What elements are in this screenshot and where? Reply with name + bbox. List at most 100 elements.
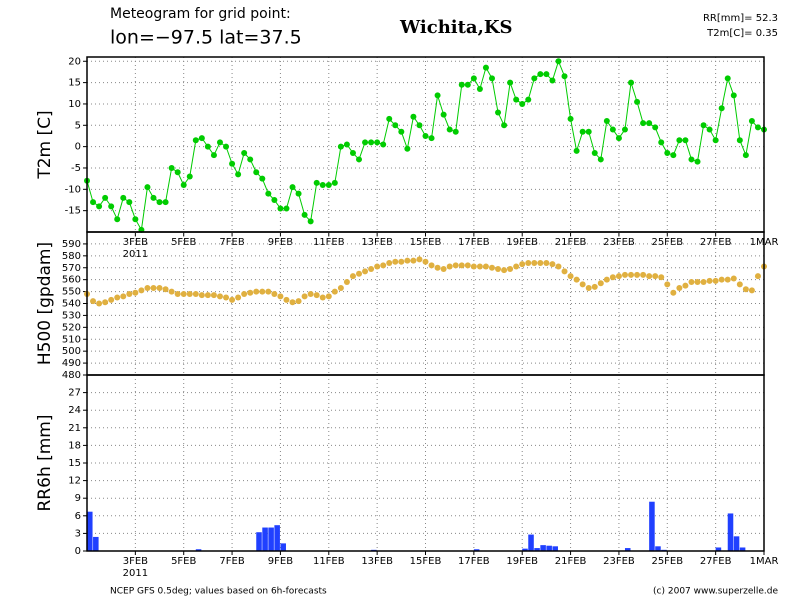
y-tick-label: 490 — [62, 358, 81, 369]
data-point — [476, 263, 483, 270]
y-tick-label: -10 — [65, 184, 81, 195]
x-tick-label: 13FEB — [361, 556, 393, 567]
data-point — [688, 156, 695, 163]
data-point — [108, 296, 115, 303]
bar — [195, 549, 202, 551]
data-point — [531, 259, 538, 266]
data-point — [628, 271, 635, 278]
data-point — [452, 262, 459, 269]
data-point — [331, 179, 338, 186]
x-tick-label: 11FEB — [313, 556, 345, 567]
data-point — [652, 273, 659, 280]
x-tick-label: 3FEB — [123, 237, 148, 248]
data-point — [567, 115, 574, 122]
x-tick-label: 23FEB — [603, 556, 635, 567]
data-point — [519, 100, 526, 107]
data-point — [283, 205, 290, 212]
bar — [649, 501, 655, 551]
data-point — [482, 263, 489, 270]
bar — [256, 532, 262, 551]
data-point — [507, 265, 514, 272]
x-tick-label: 13FEB — [361, 237, 393, 248]
data-point — [646, 120, 653, 127]
data-point — [259, 288, 266, 295]
data-point — [603, 118, 610, 125]
data-point — [138, 287, 145, 294]
data-point — [156, 199, 163, 206]
data-point — [186, 173, 193, 180]
data-point — [235, 171, 242, 178]
data-point — [573, 276, 580, 283]
y-tick-label: 570 — [62, 263, 81, 274]
bar — [655, 546, 661, 551]
data-point — [150, 194, 157, 201]
data-point — [555, 263, 562, 270]
data-point — [241, 290, 248, 297]
data-point — [742, 152, 749, 159]
x-tick-label: 19FEB — [506, 237, 538, 248]
y-tick-label: 480 — [62, 370, 81, 381]
bar — [274, 525, 280, 551]
data-point — [730, 92, 737, 99]
data-point — [579, 281, 586, 288]
y-tick-label: 21 — [68, 423, 81, 434]
data-point — [464, 262, 471, 269]
data-point — [458, 262, 465, 269]
data-point — [712, 137, 719, 144]
title-line1: Meteogram for grid point: — [110, 6, 291, 22]
data-point — [724, 75, 731, 82]
data-point — [168, 288, 175, 295]
data-point — [628, 79, 635, 86]
x-tick-label: 27FEB — [700, 556, 732, 567]
data-point — [156, 285, 163, 292]
data-point — [380, 262, 387, 269]
bar — [715, 547, 722, 551]
data-point — [241, 150, 248, 157]
footer-copyright: (c) 2007 www.superzelle.de — [653, 587, 778, 597]
data-point — [615, 135, 622, 142]
data-point — [549, 261, 556, 268]
panel-frame — [86, 374, 765, 552]
data-point — [428, 135, 435, 142]
x-tick-label: 17FEB — [458, 237, 490, 248]
data-point — [283, 296, 290, 303]
data-point — [470, 263, 477, 270]
data-point — [132, 216, 139, 223]
x-tick-label: 25FEB — [651, 237, 683, 248]
x-tick-label: 15FEB — [410, 237, 442, 248]
y-tick-label: 20 — [68, 56, 81, 67]
data-point — [736, 137, 743, 144]
data-point — [265, 288, 272, 295]
data-point — [253, 169, 260, 176]
data-point — [597, 156, 604, 163]
data-point — [549, 77, 556, 84]
data-point — [507, 79, 514, 86]
data-point — [247, 156, 254, 163]
y-tick-label: 540 — [62, 299, 81, 310]
y-tick-label: 550 — [62, 287, 81, 298]
data-point — [537, 259, 544, 266]
bar — [552, 546, 558, 551]
data-point — [192, 290, 199, 297]
y-tick-label: -15 — [65, 206, 81, 217]
data-point — [495, 109, 502, 116]
data-point — [567, 273, 574, 280]
data-point — [658, 274, 665, 281]
y-tick-label: 12 — [68, 476, 81, 487]
data-point — [440, 111, 447, 118]
x-tick-label: 15FEB — [410, 556, 442, 567]
data-point — [198, 135, 205, 142]
data-point — [688, 279, 695, 286]
data-point — [337, 143, 344, 150]
data-point — [621, 126, 628, 133]
y-tick-label: 580 — [62, 251, 81, 262]
location: Wichita,KS — [399, 17, 513, 38]
data-point — [114, 294, 121, 301]
data-point — [229, 296, 236, 303]
data-point — [603, 276, 610, 283]
data-point — [265, 190, 272, 197]
data-point — [102, 299, 109, 306]
data-point — [398, 128, 405, 135]
data-point — [144, 285, 151, 292]
